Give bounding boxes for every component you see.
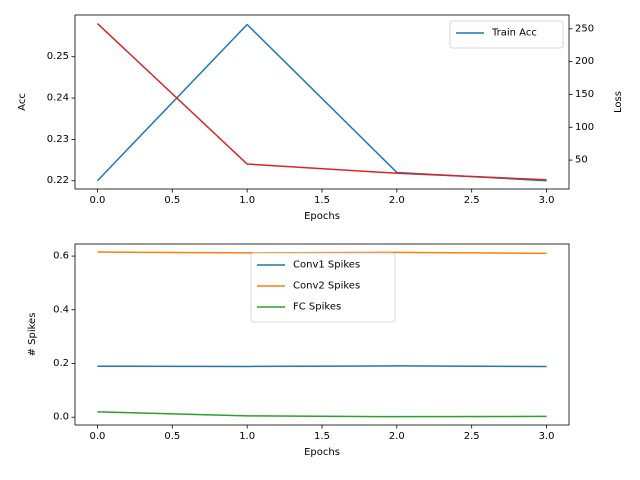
chart2-x-tick-label: 2.0: [389, 431, 405, 442]
chart2-x-tick-label: 2.5: [464, 431, 480, 442]
chart2-legend: [250, 252, 396, 323]
chart1-x-tick-label: 3.0: [539, 195, 555, 206]
chart1-y2-axis-label: Loss: [613, 91, 624, 113]
chart2-series-line-1: [97, 365, 547, 368]
chart1-y2-tick-label: 50: [575, 155, 588, 166]
chart2-y-tick-label: 0.4: [53, 304, 69, 315]
chart1-x-tick-label: 1.0: [239, 195, 255, 206]
chart1-y2-tick-label: 100: [575, 122, 594, 133]
chart2-legend-label: Conv1 Spikes: [293, 260, 360, 271]
chart1-y-axis-label: Acc: [17, 93, 28, 111]
chart1-y2-tick-label: 250: [575, 23, 594, 34]
chart1-series-line-2: [96, 22, 547, 181]
chart1-y-tick-label: 0.23: [47, 134, 69, 145]
chart1-x-tick-label: 1.5: [314, 195, 330, 206]
chart2-x-tick-label: 0.0: [90, 431, 106, 442]
chart2-x-tick-label: 1.0: [239, 431, 255, 442]
chart2-series-line-3: [97, 411, 547, 418]
chart1-y-tick-label: 0.22: [47, 175, 69, 186]
chart2-x-tick-label: 3.0: [539, 431, 555, 442]
chart1-x-tick-label: 2.5: [464, 195, 480, 206]
chart2-y-axis-label: # Spikes: [27, 313, 38, 357]
chart2-legend-label: Conv2 Spikes: [293, 281, 360, 292]
chart2-x-axis-label: Epochs: [304, 447, 340, 458]
chart1-x-tick-label: 2.0: [389, 195, 405, 206]
chart1-legend-label: Train Acc: [491, 28, 537, 39]
chart1-y-tick-label: 0.24: [47, 93, 69, 104]
chart1-x-tick-label: 0.5: [164, 195, 180, 206]
chart2-x-tick-label: 1.5: [314, 431, 330, 442]
chart2-series-line-2: [97, 251, 547, 255]
chart1-y2-tick-label: 200: [575, 56, 594, 67]
chart2-y-tick-label: 0.2: [53, 358, 69, 369]
chart1-x-tick-label: 0.0: [90, 195, 106, 206]
chart1-legend: [449, 20, 564, 49]
chart2-legend-label: FC Spikes: [293, 302, 341, 313]
chart2-y-tick-label: 0.0: [53, 412, 69, 423]
chart1-x-axis-label: Epochs: [304, 211, 340, 222]
chart1-y-tick-label: 0.25: [47, 51, 69, 62]
chart2-y-tick-label: 0.6: [53, 251, 69, 262]
chart1-y2-tick-label: 150: [575, 89, 594, 100]
chart2-x-tick-label: 0.5: [164, 431, 180, 442]
